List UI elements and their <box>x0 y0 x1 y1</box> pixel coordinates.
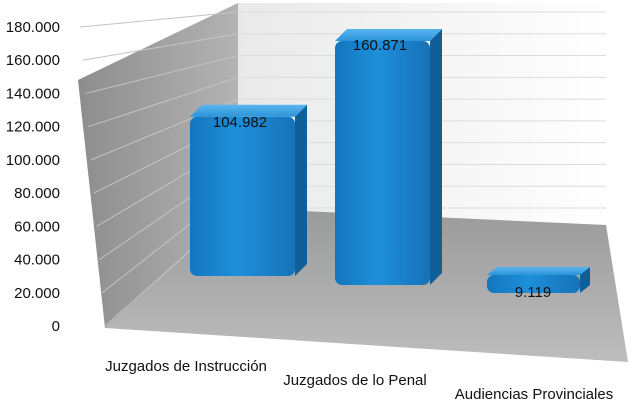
bar-front <box>190 116 295 276</box>
y-tick-label: 40.000 <box>14 252 60 269</box>
x-category-label: Audiencias Provinciales <box>455 386 613 403</box>
y-tick-label: 60.000 <box>14 218 60 235</box>
y-tick-label: 80.000 <box>14 185 60 202</box>
gridline-left-wall <box>88 76 239 128</box>
bars <box>190 29 590 293</box>
bar <box>487 267 590 293</box>
bar-top <box>335 29 442 42</box>
y-axis-tick-labels: 0 20.000 40.000 60.000 80.000 100.000 120.000 1… <box>6 19 60 335</box>
bar <box>190 104 307 276</box>
bar-top <box>487 267 590 275</box>
y-tick-label: 180.000 <box>6 19 60 36</box>
bar-front <box>487 275 580 293</box>
gridline-left-wall <box>85 55 239 94</box>
y-tick-label: 20.000 <box>14 285 60 302</box>
y-tick-label: 140.000 <box>6 85 60 102</box>
data-label: 9.119 <box>515 284 551 301</box>
gridline-left-wall <box>82 33 239 61</box>
bar-side <box>580 267 590 293</box>
x-category-label: Juzgados de lo Penal <box>283 372 426 389</box>
y-tick-label: 0 <box>52 318 60 335</box>
bar-side <box>430 29 442 286</box>
y-tick-label: 120.000 <box>6 119 60 136</box>
data-label: 104.982 <box>213 114 267 131</box>
x-category-label: Juzgados de Instrucción <box>105 358 267 375</box>
bar-side <box>295 104 307 276</box>
bar-front <box>335 41 430 286</box>
y-tick-label: 100.000 <box>6 152 60 169</box>
gridline-left-wall <box>79 11 239 28</box>
data-labels: 104.982 160.871 9.119 <box>213 37 551 301</box>
bar <box>335 29 442 286</box>
data-label: 160.871 <box>353 37 407 54</box>
x-axis-category-labels: Juzgados de Instrucción Juzgados de lo Pe… <box>105 358 613 403</box>
bar-top <box>190 104 307 117</box>
y-tick-label: 160.000 <box>6 52 60 69</box>
